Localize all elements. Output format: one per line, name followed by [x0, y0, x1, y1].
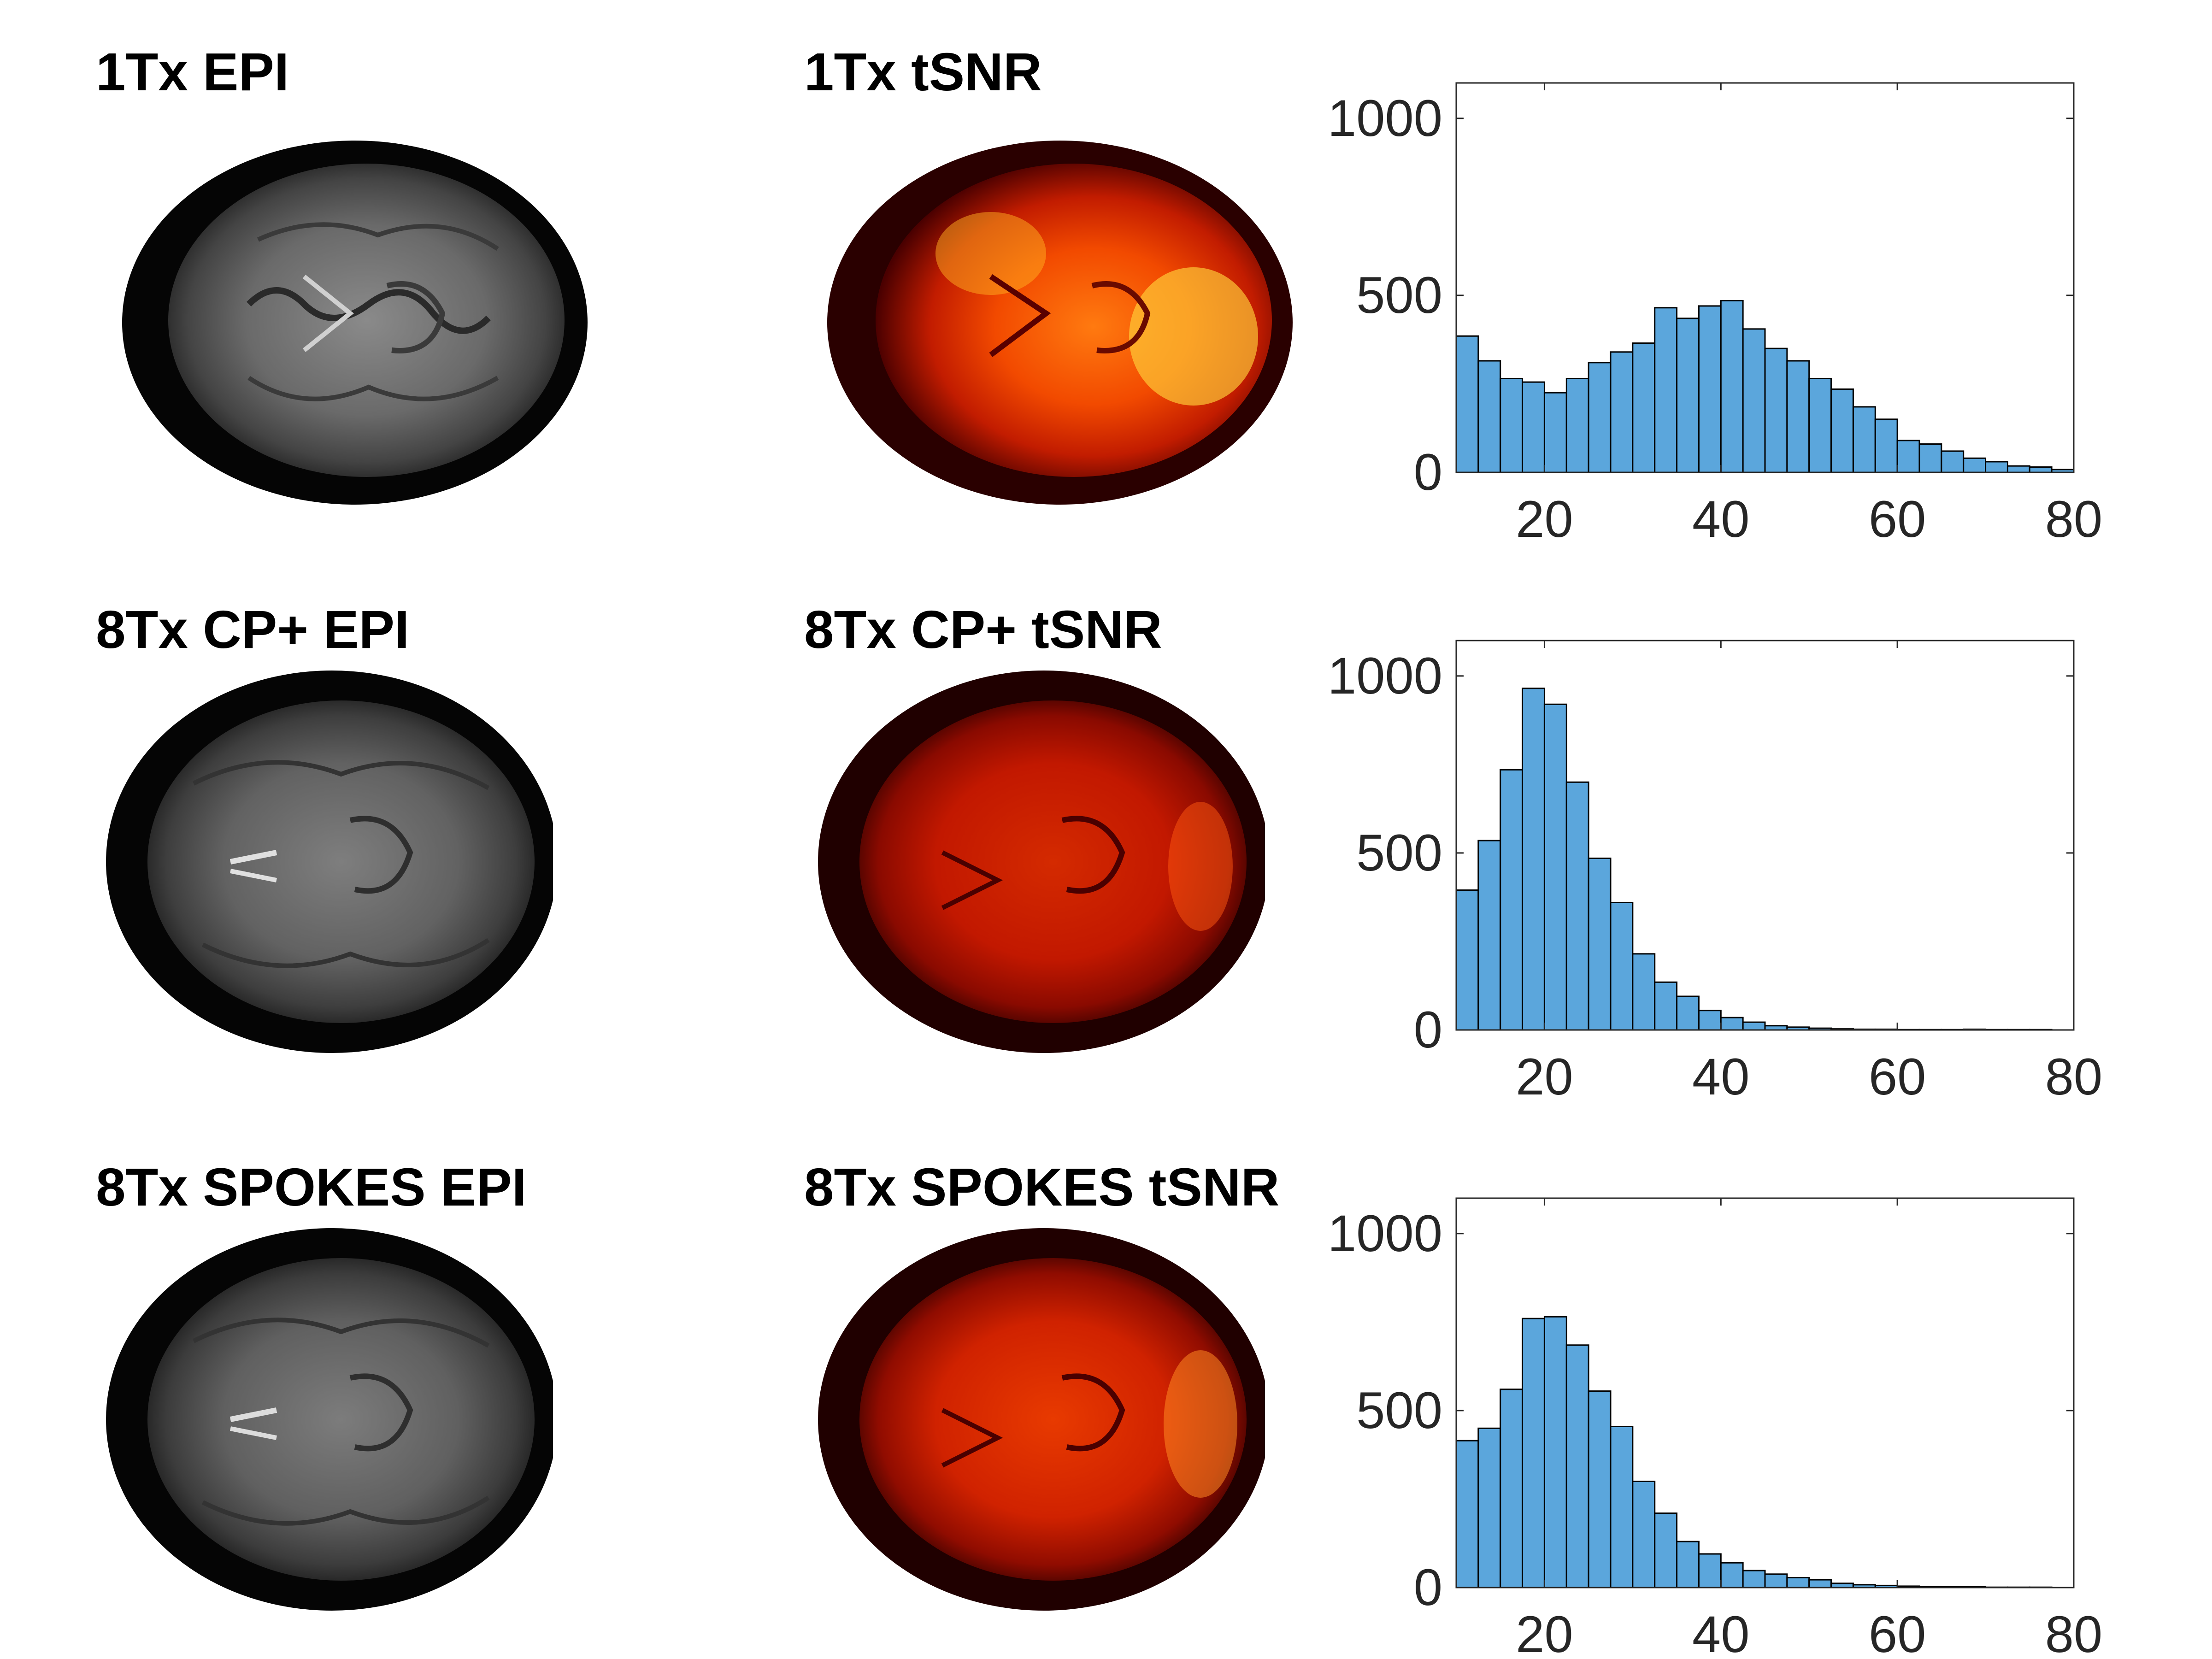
tsnr-title-row-3: 8Tx SPOKES tSNR	[804, 1157, 1280, 1217]
histogram-bar	[1852, 406, 1876, 473]
histogram-bar	[1742, 328, 1766, 473]
y-tick-label: 1000	[1328, 1205, 1442, 1262]
plot-frame	[1455, 82, 2075, 473]
y-tick-label: 0	[1414, 1001, 1442, 1059]
histogram-bar	[1565, 781, 1589, 1031]
histogram-bar	[1477, 360, 1501, 473]
x-tick-label: 60	[1869, 1606, 1926, 1659]
histogram-bar	[1985, 461, 2008, 473]
x-tick-label: 60	[1869, 490, 1926, 548]
y-tick-label: 1000	[1328, 89, 1442, 147]
x-tick-label: 60	[1869, 1048, 1926, 1106]
histogram-bar	[1543, 392, 1567, 473]
histogram-bar	[1500, 769, 1524, 1031]
histogram-bar	[1941, 450, 1965, 473]
histogram-bar	[2006, 465, 2030, 473]
histogram-bar	[1896, 440, 1920, 473]
x-tick-label: 80	[2045, 1048, 2103, 1106]
x-tick-label: 20	[1516, 1606, 1573, 1659]
histogram-bar	[1543, 703, 1567, 1031]
y-tick-label: 500	[1356, 266, 1442, 324]
tsnr-title-row-1: 1Tx tSNR	[804, 42, 1042, 102]
x-tick-label: 40	[1692, 1048, 1750, 1106]
histogram-bar	[1654, 981, 1678, 1031]
epi-title-row-1: 1Tx EPI	[96, 42, 289, 102]
histogram-bar	[1632, 342, 1656, 473]
histogram-bar	[1786, 360, 1810, 473]
histogram-bar	[1742, 1570, 1766, 1588]
histogram-bar	[1565, 377, 1589, 473]
histogram-bar	[1632, 953, 1656, 1031]
histogram-bar	[1522, 1318, 1545, 1588]
histogram-bar	[1477, 1427, 1501, 1588]
histogram-bar	[1720, 1017, 1744, 1031]
tsnr-histogram-row-3: 0 500 1000 20 40 60 80	[1328, 1197, 2103, 1659]
histogram-bar	[1632, 1481, 1656, 1588]
tsnr-title-row-2: 8Tx CP+ tSNR	[804, 600, 1162, 659]
x-tick-label: 40	[1692, 1606, 1750, 1659]
histogram-bar	[1500, 377, 1524, 473]
histogram-bar	[1808, 377, 1832, 473]
histogram-bar	[1786, 1577, 1810, 1588]
y-tick-label: 500	[1356, 824, 1442, 882]
histogram-bar	[1610, 351, 1634, 473]
y-tick-label: 1000	[1328, 647, 1442, 705]
histogram-bar	[2029, 466, 2053, 473]
tsnr-image-row-2	[818, 671, 1265, 1053]
histogram-bar	[1918, 443, 1942, 473]
histogram-bar	[1764, 1573, 1788, 1588]
histogram-bar	[1455, 889, 1479, 1031]
histogram-bar	[1808, 1579, 1832, 1588]
epi-image-row-3	[106, 1228, 553, 1611]
plot-frame	[1455, 1197, 2075, 1588]
x-tick-label: 80	[2045, 490, 2103, 548]
histogram-bar	[1698, 1553, 1722, 1588]
histogram-bar	[1610, 1425, 1634, 1588]
epi-title-row-2: 8Tx CP+ EPI	[96, 600, 410, 659]
y-tick-label: 500	[1356, 1382, 1442, 1439]
x-tick-label: 80	[2045, 1606, 2103, 1659]
x-tick-label: 20	[1516, 490, 1573, 548]
histogram-bar	[1477, 840, 1501, 1031]
y-tick-label: 0	[1414, 1559, 1442, 1616]
histogram-bar	[1522, 381, 1545, 473]
histogram-bar	[1588, 1390, 1612, 1588]
histogram-bar	[1543, 1316, 1567, 1588]
histogram-bar	[1522, 688, 1545, 1031]
epi-title-row-3: 8Tx SPOKES EPI	[96, 1157, 527, 1217]
tsnr-image-row-1	[827, 141, 1293, 505]
histogram-bar	[1676, 1541, 1700, 1588]
epi-image-row-1	[122, 141, 588, 505]
histogram-bar	[1500, 1388, 1524, 1588]
histogram-bar	[1874, 418, 1898, 473]
histogram-bar	[1455, 335, 1479, 473]
epi-image-row-2	[106, 671, 553, 1053]
histogram-bar	[1654, 307, 1678, 473]
x-tick-label: 20	[1516, 1048, 1573, 1106]
histogram-bar	[1588, 362, 1612, 473]
y-tick-label: 0	[1414, 443, 1442, 501]
histogram-bar	[1963, 457, 1987, 473]
histogram-bar	[1720, 1562, 1744, 1588]
histogram-bar	[1654, 1512, 1678, 1588]
histogram-bar	[1698, 1010, 1722, 1031]
histogram-bar	[1830, 388, 1854, 473]
plot-frame	[1455, 640, 2075, 1031]
histogram-bar	[1720, 300, 1744, 473]
histogram-bar	[1565, 1344, 1589, 1588]
histogram-bar	[1588, 857, 1612, 1031]
tsnr-image-row-3	[818, 1228, 1265, 1611]
x-tick-label: 40	[1692, 490, 1750, 548]
histogram-bar	[1676, 318, 1700, 473]
histogram-bar	[1764, 347, 1788, 473]
histogram-bar	[1676, 995, 1700, 1031]
histogram-bar	[1610, 901, 1634, 1031]
histogram-bar	[1742, 1021, 1766, 1031]
tsnr-histogram-row-1: 0 500 1000 20 40 60 80	[1328, 82, 2103, 548]
tsnr-histogram-row-2: 0 500 1000 20 40 60 80	[1328, 640, 2103, 1106]
histogram-bar	[1455, 1440, 1479, 1588]
histogram-bar	[1698, 305, 1722, 473]
